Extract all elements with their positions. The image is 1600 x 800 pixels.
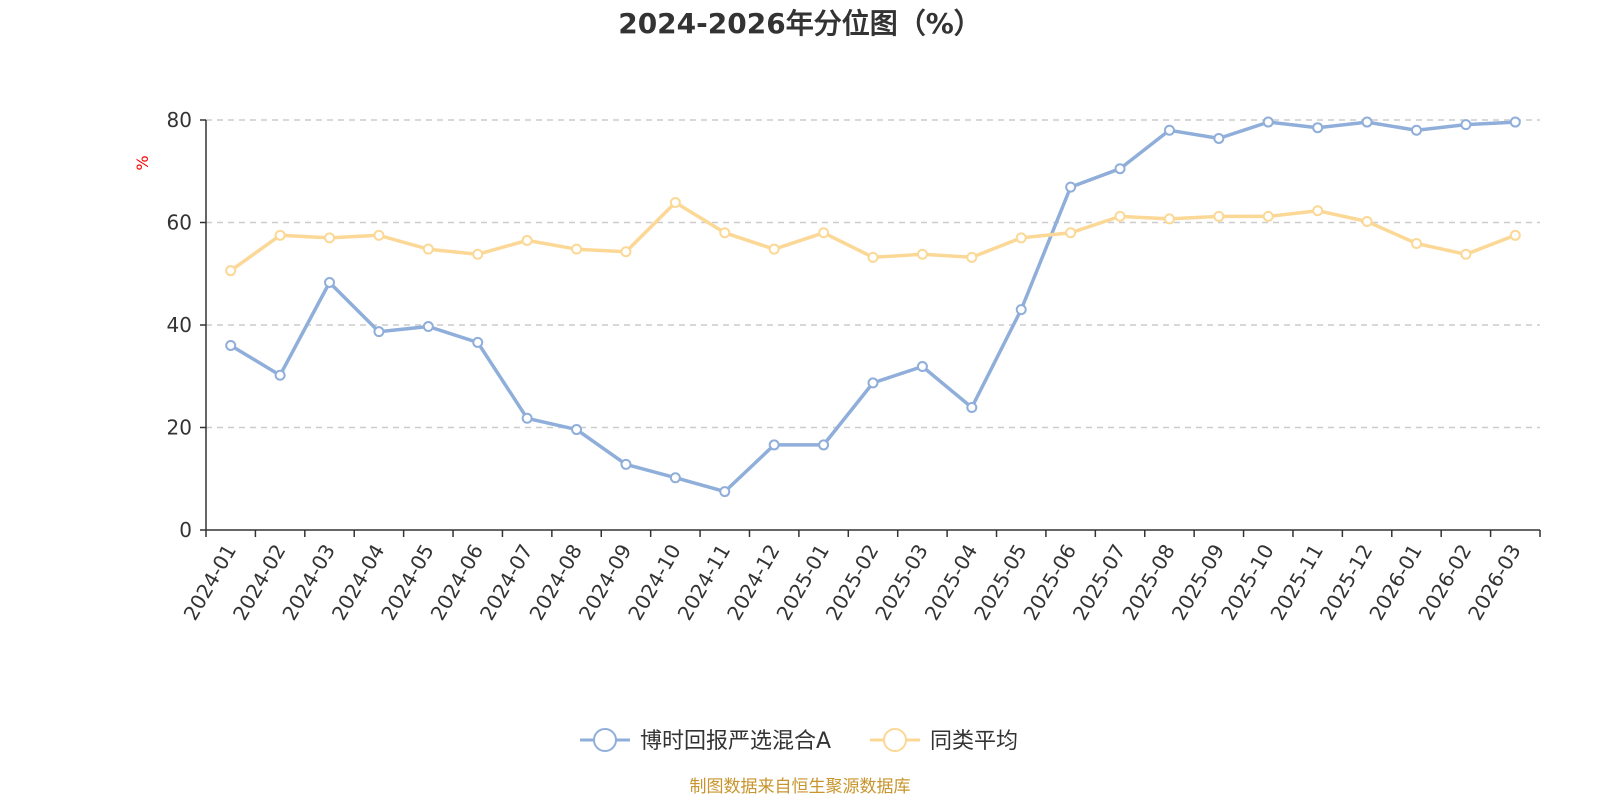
y-axis-ticks: 0 20 40 60 80 <box>167 108 206 542</box>
data-point-2-2024-02[interactable] <box>274 229 286 241</box>
data-point-1-2024-07[interactable] <box>521 412 533 424</box>
data-point-2-2024-07[interactable] <box>521 234 533 246</box>
data-point-1-2024-06[interactable] <box>472 336 484 348</box>
data-point-2-2024-06[interactable] <box>472 248 484 260</box>
series-line-1 <box>228 120 1518 494</box>
data-point-1-2025-12[interactable] <box>1361 116 1373 128</box>
data-point-2-2024-12[interactable] <box>768 243 780 255</box>
data-point-1-2025-10[interactable] <box>1262 116 1274 128</box>
data-point-2-2025-04[interactable] <box>966 251 978 263</box>
legend-label-2: 同类平均 <box>930 729 1018 754</box>
data-point-2-2024-08[interactable] <box>571 243 583 255</box>
data-point-1-2024-01[interactable] <box>225 340 237 351</box>
data-point-1-2025-02[interactable] <box>867 377 879 389</box>
data-point-2-2024-10[interactable] <box>669 197 681 209</box>
chart-title: 2024-2026年分位图（%） <box>618 7 982 40</box>
data-point-2-2024-01[interactable] <box>225 265 237 277</box>
data-point-1-2025-04[interactable] <box>966 402 978 414</box>
data-point-2-2025-12[interactable] <box>1361 215 1373 227</box>
data-point-1-2024-03[interactable] <box>324 276 336 288</box>
legend-marker-icon <box>883 728 907 752</box>
data-point-1-2024-10[interactable] <box>669 472 681 484</box>
data-point-2-2025-05[interactable] <box>1015 232 1027 244</box>
series-layer <box>225 116 1521 498</box>
data-point-1-2024-04[interactable] <box>373 326 385 338</box>
data-point-2-2025-07[interactable] <box>1114 210 1126 222</box>
data-point-1-2024-02[interactable] <box>274 369 286 381</box>
data-point-2-2025-06[interactable] <box>1065 227 1077 239</box>
legend-item-1[interactable]: 博时回报严选混合A <box>580 728 831 754</box>
data-point-1-2025-05[interactable] <box>1015 304 1027 316</box>
data-point-2-2025-08[interactable] <box>1163 213 1175 225</box>
series-2 <box>225 197 1521 277</box>
data-point-1-2026-01[interactable] <box>1410 124 1422 136</box>
source-note: 制图数据来自恒生聚源数据库 <box>690 777 911 797</box>
y-tick-label-20: 20 <box>167 416 192 440</box>
y-tick-label-80: 80 <box>167 108 192 132</box>
y-tick-label-40: 40 <box>167 313 192 337</box>
data-point-1-2025-11[interactable] <box>1312 122 1324 134</box>
data-point-2-2025-11[interactable] <box>1312 205 1324 217</box>
x-axis-ticks: 2024-012024-022024-032024-042024-052024-… <box>179 530 1541 624</box>
series-1 <box>225 116 1521 498</box>
data-point-1-2024-05[interactable] <box>422 321 434 333</box>
legend[interactable]: 博时回报严选混合A 同类平均 <box>580 728 1018 754</box>
data-point-1-2025-01[interactable] <box>818 439 830 451</box>
data-point-2-2026-01[interactable] <box>1410 238 1422 250</box>
data-point-2-2024-05[interactable] <box>422 243 434 255</box>
legend-label-1: 博时回报严选混合A <box>640 729 831 754</box>
data-point-1-2025-06[interactable] <box>1065 181 1077 193</box>
data-point-2-2026-03[interactable] <box>1509 229 1521 241</box>
data-point-2-2025-01[interactable] <box>818 227 830 239</box>
data-point-2-2024-04[interactable] <box>373 229 385 241</box>
data-point-1-2025-08[interactable] <box>1163 124 1175 136</box>
data-point-1-2025-07[interactable] <box>1114 163 1126 175</box>
data-point-2-2024-03[interactable] <box>324 232 336 244</box>
data-point-2-2024-11[interactable] <box>719 227 731 239</box>
data-point-1-2026-02[interactable] <box>1460 119 1472 131</box>
y-tick-label-60: 60 <box>167 211 192 235</box>
data-point-2-2025-03[interactable] <box>916 248 928 260</box>
data-point-2-2025-09[interactable] <box>1213 210 1225 222</box>
data-point-1-2024-09[interactable] <box>620 458 632 470</box>
data-point-1-2026-03[interactable] <box>1509 116 1521 128</box>
data-point-2-2025-02[interactable] <box>867 251 879 263</box>
legend-item-2[interactable]: 同类平均 <box>870 728 1018 754</box>
data-point-2-2025-10[interactable] <box>1262 210 1274 222</box>
legend-marker-icon <box>593 728 617 752</box>
data-point-1-2024-08[interactable] <box>571 424 583 436</box>
y-axis-unit-label: % <box>133 155 152 170</box>
data-point-1-2024-12[interactable] <box>768 439 780 451</box>
y-tick-label-0: 0 <box>179 518 192 542</box>
data-point-1-2025-09[interactable] <box>1213 132 1225 144</box>
data-point-2-2026-02[interactable] <box>1460 248 1472 260</box>
data-point-2-2024-09[interactable] <box>620 246 632 258</box>
data-point-1-2024-11[interactable] <box>719 486 731 498</box>
data-point-1-2025-03[interactable] <box>916 361 928 373</box>
